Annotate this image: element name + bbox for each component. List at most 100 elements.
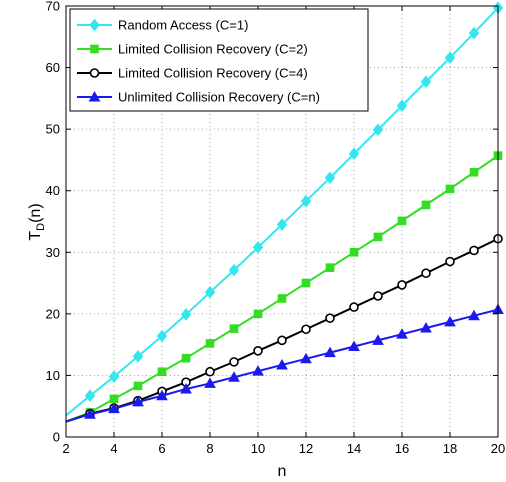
data-point <box>469 245 479 256</box>
legend: Random Access (C=1) Limited Collision Rec… <box>69 8 369 112</box>
x-tick-label: 2 <box>62 441 69 456</box>
data-point <box>277 294 287 303</box>
y-tick-label: 0 <box>53 430 60 445</box>
x-tick-label: 6 <box>158 441 165 456</box>
data-point <box>469 167 479 177</box>
x-tick-label: 18 <box>443 441 457 456</box>
legend-marker <box>89 18 100 32</box>
series-layer <box>65 1 504 423</box>
legend-item-2: Limited Collision Recovery (C=2) <box>77 42 308 57</box>
data-point <box>84 408 96 419</box>
tick-labels: 2 4 6 8 10 12 14 16 18 20 0 10 20 30 40 50 60 70 <box>46 0 506 456</box>
data-point <box>349 247 359 257</box>
data-point <box>156 389 168 401</box>
data-point <box>229 324 239 333</box>
data-point <box>372 334 384 345</box>
data-point <box>132 395 144 407</box>
legend-label: Unlimited Collision Recovery (C=n) <box>118 90 320 105</box>
data-point <box>132 350 144 363</box>
x-tick-label: 20 <box>491 441 505 456</box>
y-tick-label: 40 <box>46 183 60 198</box>
data-point <box>277 335 287 346</box>
y-tick-label: 20 <box>46 306 60 321</box>
data-point <box>228 371 240 382</box>
data-point <box>252 365 264 376</box>
data-point <box>301 278 311 288</box>
x-tick-label: 14 <box>347 441 361 456</box>
data-point <box>445 256 455 267</box>
legend-marker <box>88 90 101 102</box>
data-point <box>204 377 216 388</box>
legend-marker <box>89 68 100 78</box>
data-point <box>325 263 335 272</box>
x-axis-label: n <box>278 463 287 480</box>
series-4 <box>65 303 504 423</box>
data-point <box>156 329 168 343</box>
data-point <box>445 184 455 194</box>
legend-label: Random Access (C=1) <box>118 18 248 33</box>
data-point <box>181 353 191 363</box>
y-tick-label: 30 <box>46 245 60 260</box>
legend-box <box>69 8 369 112</box>
legend-item-1: Random Access (C=1) <box>77 18 248 33</box>
legend-label: Limited Collision Recovery (C=2) <box>118 42 308 57</box>
y-tick-label: 10 <box>46 368 60 383</box>
data-point <box>444 315 456 327</box>
data-point <box>252 241 264 254</box>
data-point <box>349 302 359 312</box>
series-2 <box>65 151 503 423</box>
data-point <box>373 232 383 242</box>
x-tick-label: 4 <box>110 441 117 456</box>
x-tick-label: 16 <box>395 441 409 456</box>
data-point <box>109 394 119 404</box>
y-axis-label: TD(n) <box>27 203 47 240</box>
svg-text:TD(n): TD(n) <box>27 203 47 240</box>
data-point <box>444 51 456 65</box>
data-point <box>204 286 216 299</box>
data-point <box>348 147 360 161</box>
data-point <box>253 345 263 356</box>
y-axis-label-tail: (n) <box>27 203 44 223</box>
data-point <box>468 26 480 40</box>
data-point <box>396 99 408 113</box>
data-point <box>180 382 192 394</box>
data-point <box>157 367 167 377</box>
data-point <box>420 321 432 333</box>
data-point <box>84 389 96 403</box>
data-point <box>420 75 432 89</box>
data-point <box>300 352 312 364</box>
data-point <box>133 381 143 391</box>
legend-item-3: Limited Collision Recovery (C=4) <box>77 66 308 81</box>
data-point <box>468 309 480 321</box>
y-axis-label-main: T <box>27 231 44 241</box>
y-tick-label: 50 <box>46 122 60 137</box>
data-point <box>276 218 288 231</box>
legend-marker <box>90 44 99 54</box>
x-tick-label: 12 <box>299 441 313 456</box>
data-point <box>300 194 312 208</box>
data-point <box>228 263 240 277</box>
data-point <box>324 346 336 358</box>
data-point <box>205 366 215 377</box>
data-point <box>229 357 239 367</box>
y-tick-label: 70 <box>46 0 60 14</box>
data-point <box>421 200 431 210</box>
x-tick-label: 10 <box>251 441 265 456</box>
data-point <box>372 123 384 137</box>
data-point <box>301 324 311 335</box>
x-tick-label: 8 <box>206 441 213 456</box>
data-point <box>108 402 120 414</box>
data-point <box>276 358 288 370</box>
series-1 <box>65 1 504 417</box>
plot-frame <box>65 5 499 438</box>
legend-label: Limited Collision Recovery (C=4) <box>118 66 308 81</box>
y-tick-label: 60 <box>46 60 60 75</box>
data-point <box>253 309 263 319</box>
data-point <box>324 171 336 185</box>
data-point <box>397 216 407 226</box>
data-point <box>180 308 192 321</box>
y-axis-label-subscript: D <box>35 223 47 231</box>
data-point <box>396 328 408 339</box>
data-point <box>348 340 360 351</box>
